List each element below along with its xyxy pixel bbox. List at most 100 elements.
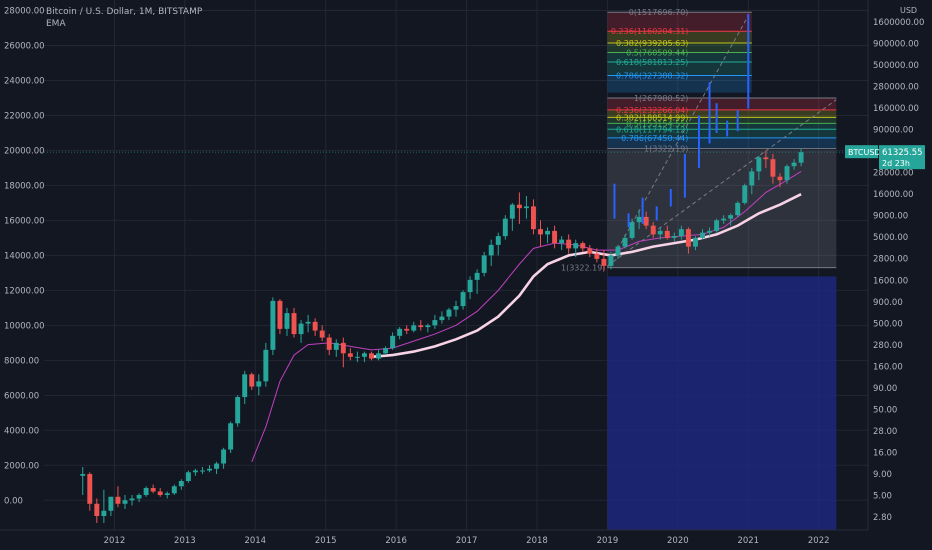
candle (221, 447, 227, 469)
candle (650, 222, 656, 238)
right-axis-tick-label: 1600000.00 (873, 18, 924, 28)
candle (143, 486, 149, 497)
candle-body (763, 157, 769, 160)
candle-body (685, 229, 691, 247)
left-axis-tick-label: 4000.00 (4, 426, 39, 436)
candle (270, 297, 276, 356)
candle (685, 227, 691, 254)
candle-body (460, 292, 466, 307)
right-axis-tick-label: 280000.00 (873, 83, 919, 93)
candle-body (136, 495, 142, 499)
candle (157, 488, 163, 497)
candle-body (601, 258, 607, 266)
right-axis-tick-label: 500000.00 (873, 61, 919, 71)
candle (277, 299, 283, 335)
candle (383, 346, 389, 356)
fib-level-label: 0.618(581813.25) (616, 58, 688, 67)
time-axis: 2012 2013 2014 2015 2016 2017 2018 2019 2020 2021… (104, 536, 830, 546)
fib-level-label: 0.236(232266.04) (616, 106, 688, 115)
candle-body (354, 356, 360, 358)
candle (714, 218, 720, 233)
candle-body (432, 320, 438, 326)
candle-body (784, 166, 790, 181)
left-axis-tick-label: 0.00 (4, 496, 23, 506)
candle (361, 351, 367, 363)
fib-level-label: 0.618(117794.12) (616, 125, 688, 134)
left-axis-tick-label: 16000.00 (4, 216, 45, 226)
candle-body (756, 157, 762, 172)
candle-body (545, 230, 551, 235)
candle (369, 351, 374, 361)
candle-body (538, 229, 543, 235)
candle-body (453, 306, 459, 310)
candlesticks (80, 148, 804, 524)
projection-lower-zone (607, 276, 837, 530)
time-axis-tick-label: 2020 (667, 536, 689, 546)
candle (418, 320, 424, 331)
candle-body (580, 243, 586, 249)
candle (108, 496, 114, 517)
right-axis-tick-label: 90000.00 (873, 126, 914, 136)
time-axis-tick-label: 2016 (385, 536, 407, 546)
candle-body (587, 248, 593, 254)
candle (538, 220, 543, 247)
fib-band (607, 75, 752, 93)
candle (453, 300, 459, 317)
candle-body (700, 232, 705, 238)
candle-body (404, 328, 410, 331)
candle (742, 183, 748, 205)
candle (580, 241, 586, 252)
candle (728, 213, 734, 226)
fib-level-label: 0.5(153154.55) (626, 119, 688, 128)
candle (587, 244, 593, 258)
candle-body (798, 152, 804, 163)
left-axis-tick-label: 18000.00 (4, 181, 45, 191)
candle (615, 244, 621, 259)
fib-level-label: 0.5(760509.44) (626, 48, 688, 57)
right-price-axis: 1600000.00 900000.00 500000.00 280000.00 160… (873, 6, 924, 523)
candle (488, 239, 494, 266)
projection-bars (613, 13, 750, 228)
candle-body (235, 397, 241, 424)
fib-level-label: 0.236(1160204.31) (611, 27, 689, 36)
candle-body (214, 463, 220, 469)
candle-body (467, 279, 473, 293)
candle (446, 307, 452, 321)
candle-body (495, 236, 501, 245)
candle (164, 491, 170, 499)
right-axis-tick-label: 900.00 (873, 298, 903, 308)
candle (185, 470, 191, 483)
trend-line-dashed (607, 99, 837, 267)
candle (80, 467, 86, 496)
candle-body (122, 500, 128, 504)
candle (657, 227, 663, 240)
candle (347, 348, 353, 361)
candle (298, 320, 304, 343)
right-axis-tick-label: 16.00 (873, 448, 897, 458)
candle-body (573, 243, 579, 249)
right-axis-background (868, 0, 932, 550)
candle (707, 227, 713, 237)
candle-body (333, 342, 339, 350)
candle (432, 314, 438, 329)
candle (791, 159, 797, 170)
candle-body (340, 342, 346, 354)
candle-body (629, 222, 635, 238)
candle-body (770, 159, 776, 177)
candle-body (728, 215, 734, 219)
candle (228, 421, 234, 454)
candle-body (777, 176, 783, 181)
right-axis-tick-label: 28.00 (873, 427, 897, 437)
candle (467, 276, 473, 300)
fibonacci-retracement: 0(1517696.70) 0.236(1160204.31) 0.382(9392… (561, 8, 837, 273)
candle (531, 199, 536, 235)
candle (150, 484, 156, 494)
candle (284, 307, 290, 336)
ema-slow-line (371, 192, 802, 359)
candle-body (671, 236, 677, 238)
candle-body (650, 225, 656, 235)
fib-level-label: 0.786(327388.32) (616, 71, 688, 80)
candle-body (129, 498, 135, 501)
